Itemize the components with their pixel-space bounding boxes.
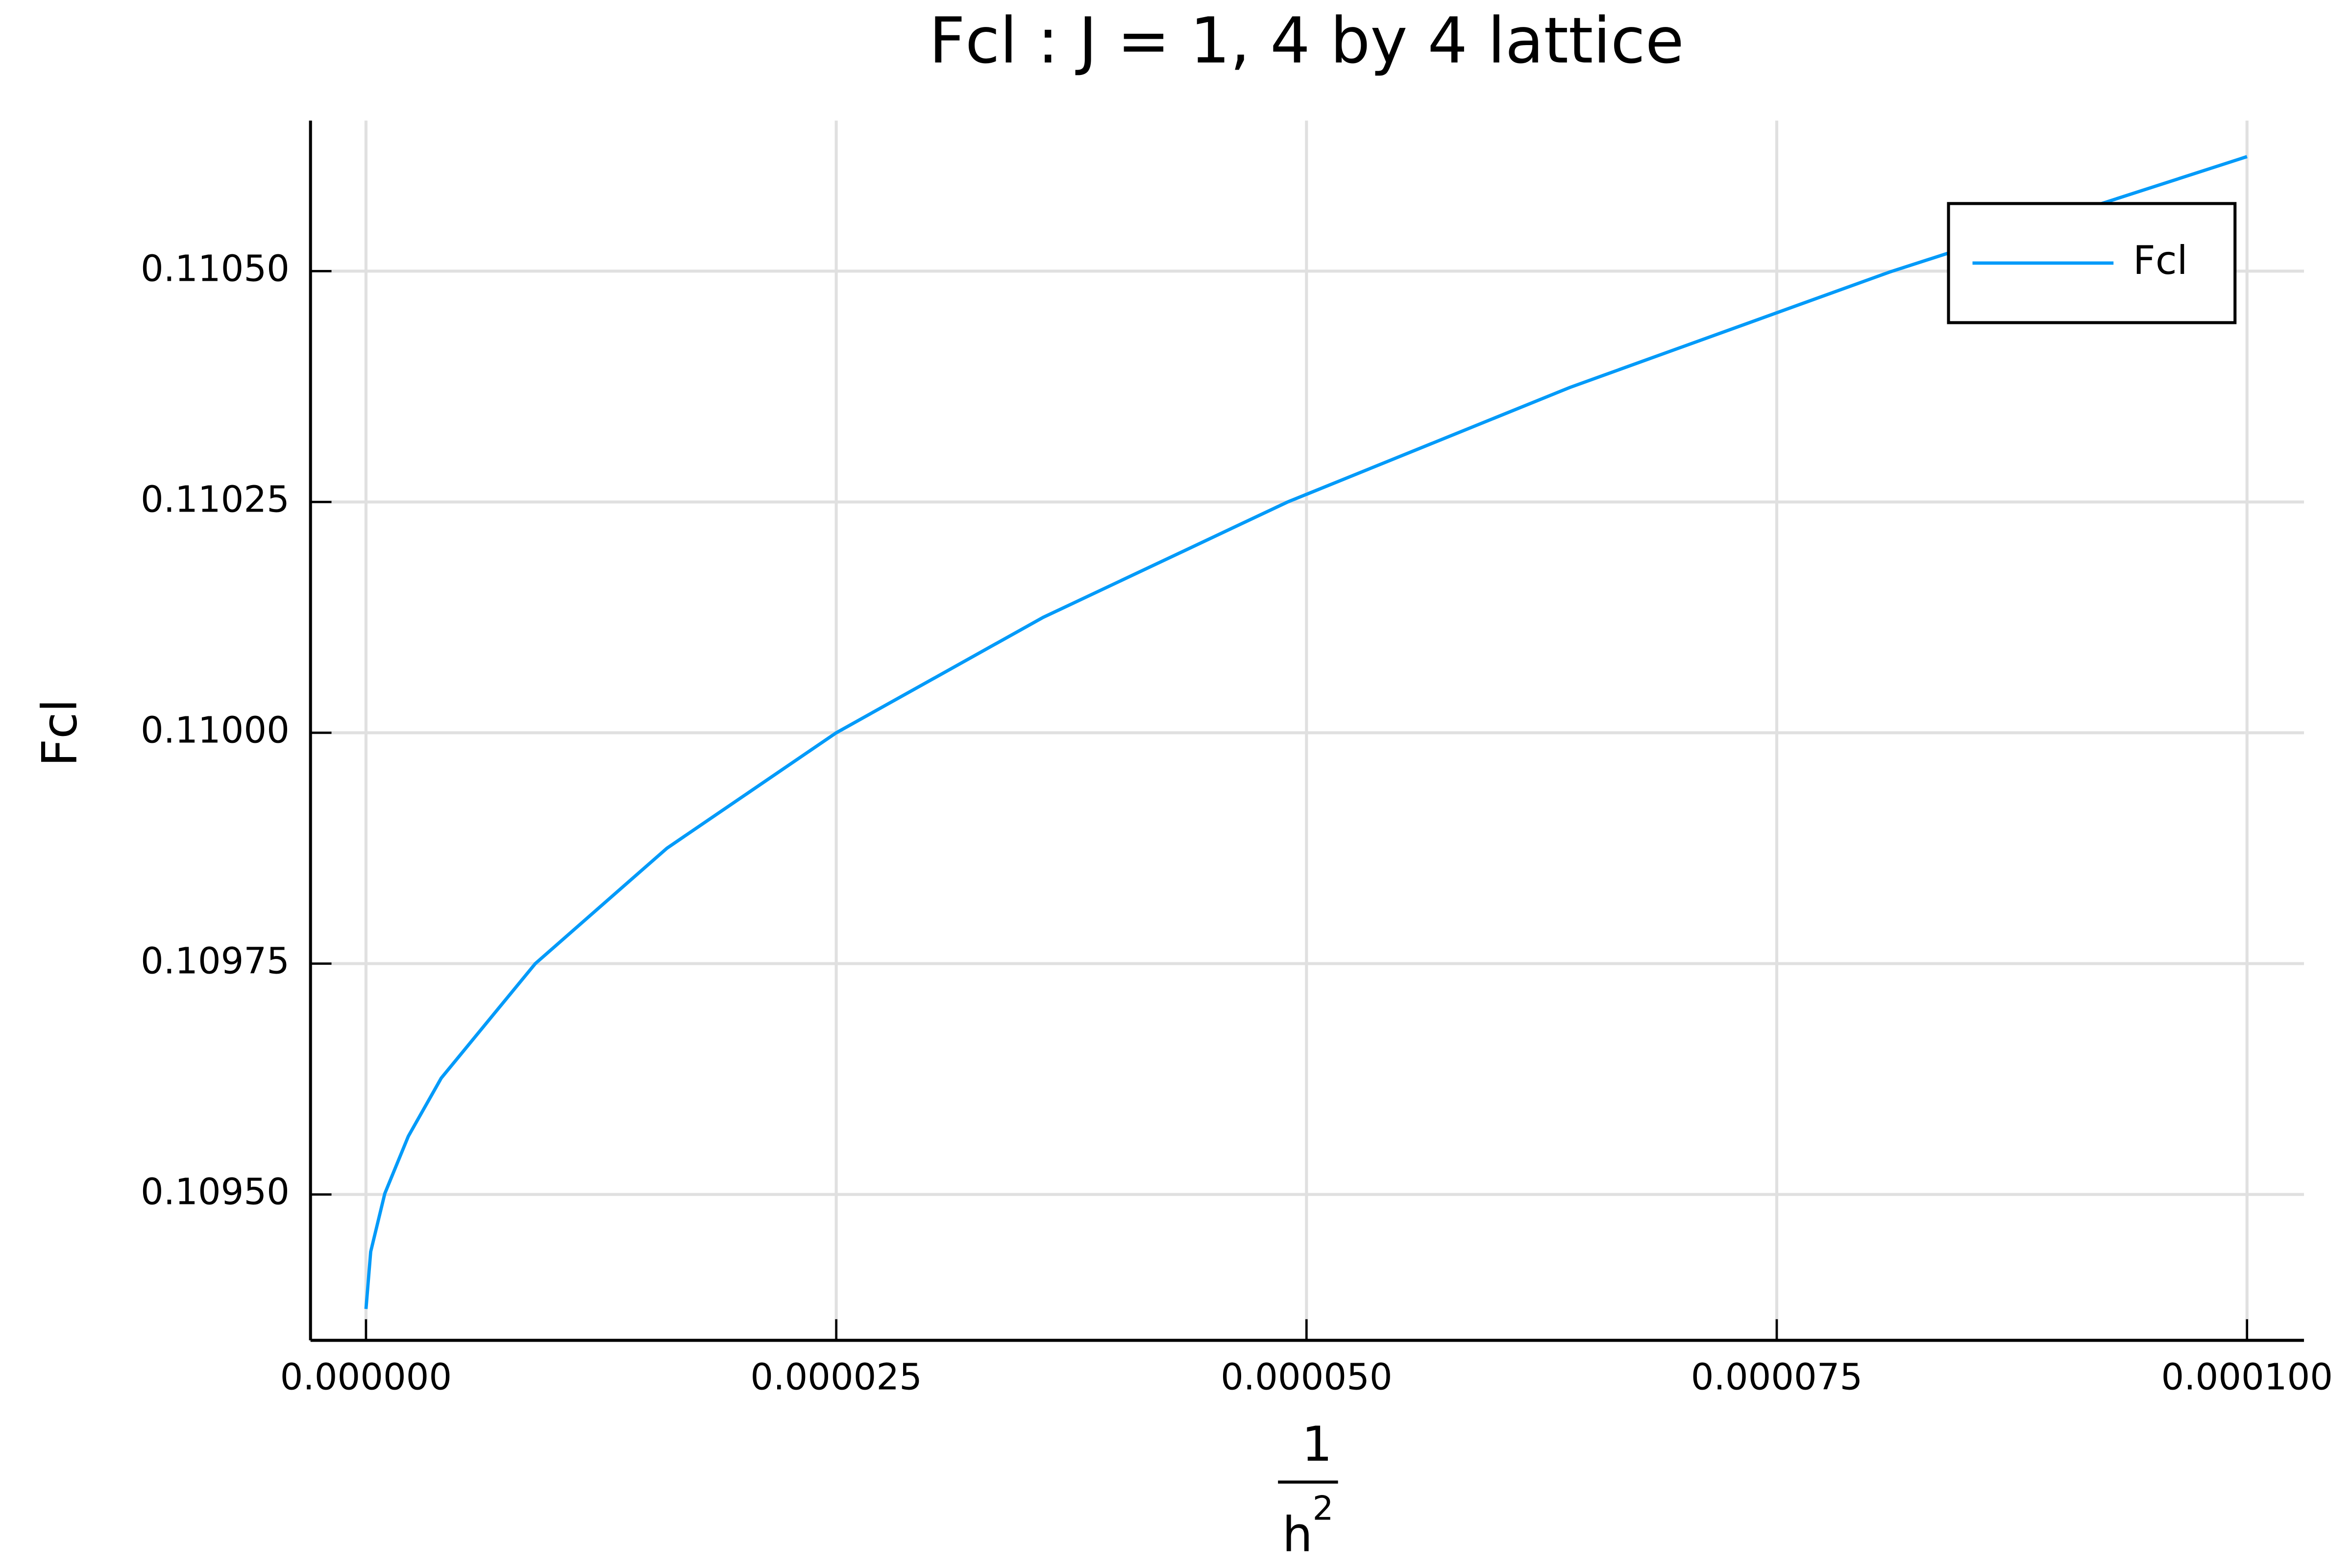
y-tick-label: 0.10950 <box>141 1172 290 1213</box>
x-label-superscript: 2 <box>1313 1489 1334 1528</box>
x-label-numerator: 1 <box>1302 1417 1332 1472</box>
data-line <box>364 155 2248 1309</box>
y-axis-label: Fcl <box>32 699 88 766</box>
x-label-denominator: h <box>1282 1507 1313 1563</box>
y-tick-label: 0.11000 <box>141 710 290 751</box>
chart-title: Fcl : J = 1, 4 by 4 lattice <box>929 4 1684 77</box>
legend-label: Fcl <box>2133 238 2188 283</box>
y-tick-label: 0.10975 <box>141 940 290 982</box>
x-tick-label: 0.000000 <box>280 1356 452 1398</box>
y-tick-label: 0.11050 <box>141 248 290 290</box>
x-tick-label: 0.000075 <box>1691 1356 1862 1398</box>
x-tick-label: 0.000025 <box>750 1356 922 1398</box>
y-tick-label: 0.11025 <box>141 479 290 520</box>
x-tick-label: 0.000100 <box>2161 1356 2332 1398</box>
x-tick-label: 0.000050 <box>1221 1356 1392 1398</box>
